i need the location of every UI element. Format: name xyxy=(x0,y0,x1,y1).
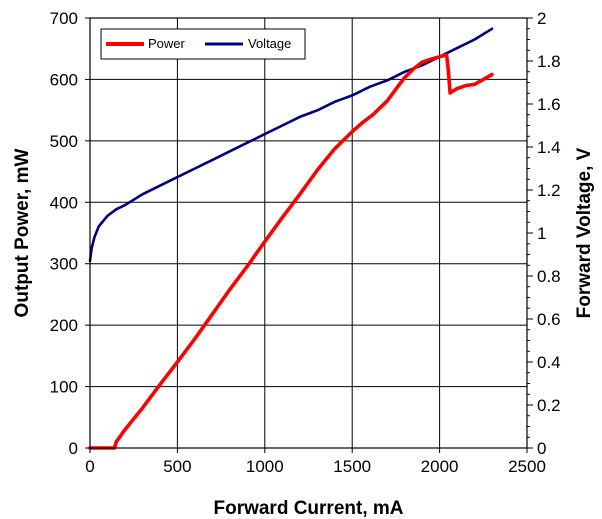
legend-label-power: Power xyxy=(148,36,186,51)
grid xyxy=(90,18,527,448)
y-tick-label: 300 xyxy=(50,255,78,274)
x-axis-title: Forward Current, mA xyxy=(213,498,403,519)
y-tick-label: 0 xyxy=(69,439,78,458)
y2-tick-label: 1 xyxy=(537,224,546,243)
y2-axis-title: Forward Voltage, V xyxy=(574,147,595,318)
y-tick-label: 600 xyxy=(50,70,78,89)
y2-tick-label: 0.4 xyxy=(537,353,561,372)
legend: Power Voltage xyxy=(100,28,306,60)
y2-tick-label: 0 xyxy=(537,439,546,458)
y2-tick-label: 0.2 xyxy=(537,396,561,415)
x-tick-label: 2000 xyxy=(421,457,459,476)
y2-tick-label: 1.2 xyxy=(537,181,561,200)
tick-layer: 0 500 1000 1500 2000 250001002003004005006007… xyxy=(50,9,561,476)
y2-tick-label: 2 xyxy=(537,9,546,28)
x-tick-label: 1000 xyxy=(246,457,284,476)
series-line-power xyxy=(88,53,494,450)
y2-tick-label: 0.6 xyxy=(537,310,561,329)
y-tick-label: 700 xyxy=(50,9,78,28)
y-axis-title: Output Power, mW xyxy=(12,148,33,317)
legend-label-voltage: Voltage xyxy=(248,36,291,51)
y-tick-label: 400 xyxy=(50,193,78,212)
x-tick-label: 0 xyxy=(85,457,94,476)
y-tick-label: 500 xyxy=(50,132,78,151)
x-tick-label: 2500 xyxy=(508,457,546,476)
y-tick-label: 200 xyxy=(50,316,78,335)
y-tick-label: 100 xyxy=(50,378,78,397)
y2-tick-label: 0.8 xyxy=(537,267,561,286)
y2-tick-label: 1.4 xyxy=(537,138,561,157)
x-tick-label: 500 xyxy=(163,457,191,476)
series-layer xyxy=(88,27,494,450)
y2-tick-label: 1.8 xyxy=(537,52,561,71)
x-tick-label: 1500 xyxy=(333,457,371,476)
y2-tick-label: 1.6 xyxy=(537,95,561,114)
